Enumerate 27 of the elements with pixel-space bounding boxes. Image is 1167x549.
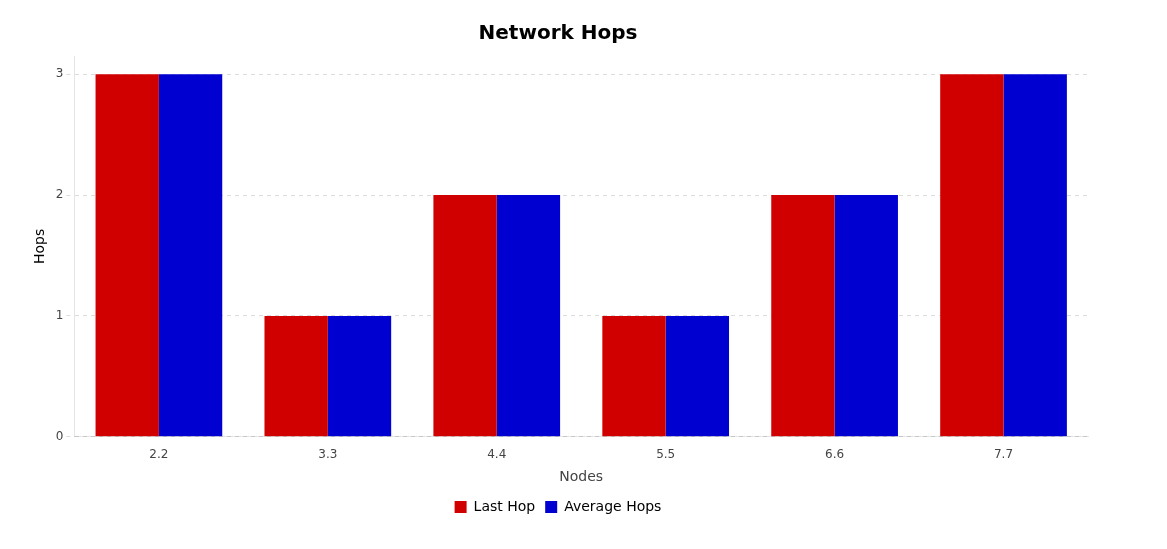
y-tick-label: 2 — [55, 187, 64, 202]
bar — [665, 315, 730, 437]
chart-title: Network Hops — [478, 20, 638, 45]
bar — [834, 195, 898, 437]
bar — [158, 74, 223, 437]
y-axis-title: Hops — [31, 228, 48, 265]
x-tick-label: 2.2 — [149, 447, 169, 462]
y-tick-label: 1 — [55, 308, 64, 323]
x-axis-title: Nodes — [559, 468, 604, 485]
x-tick-label: 7.7 — [993, 447, 1014, 462]
x-tick-label: 6.6 — [825, 447, 845, 462]
bar — [940, 74, 1004, 437]
x-tick-label: 5.5 — [656, 447, 676, 462]
x-tick-label: 4.4 — [487, 447, 507, 462]
bar — [602, 315, 666, 437]
bar — [327, 315, 392, 437]
bar — [771, 195, 835, 437]
y-tick-label: 3 — [55, 66, 64, 81]
bar — [264, 315, 328, 437]
x-tick-label: 3.3 — [318, 447, 338, 462]
bar — [496, 195, 561, 437]
bar — [433, 195, 497, 437]
legend-label: Average Hops — [564, 497, 662, 514]
bar — [95, 74, 159, 437]
legend-label: Last Hop — [473, 497, 536, 514]
y-tick-label: 0 — [55, 428, 64, 443]
bar — [1003, 74, 1067, 437]
